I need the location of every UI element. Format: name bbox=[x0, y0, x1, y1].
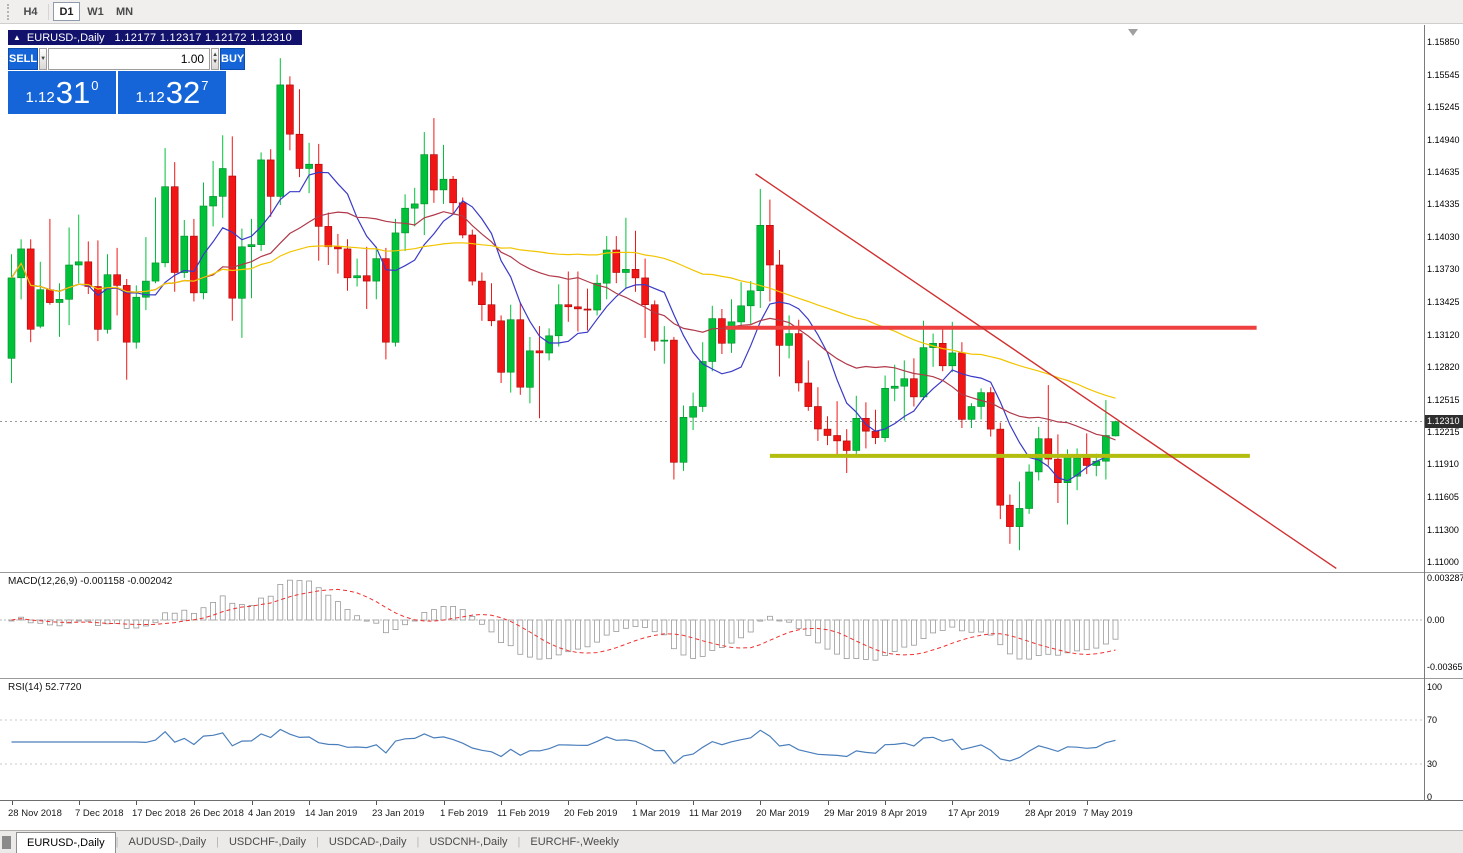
volume-input[interactable] bbox=[48, 48, 211, 70]
macd-label: MACD(12,26,9) -0.001158 -0.002042 bbox=[8, 576, 173, 587]
toolbar-separator bbox=[48, 3, 49, 20]
timeframe-w1-button[interactable]: W1 bbox=[87, 5, 104, 18]
volume-spinner[interactable]: ▲ ▼ bbox=[211, 48, 220, 70]
volume-dropdown-button[interactable]: ▼ bbox=[39, 48, 48, 70]
ask-prefix: 1.12 bbox=[135, 89, 165, 106]
price-scale[interactable] bbox=[1425, 25, 1463, 800]
rsi-label: RSI(14) 52.7720 bbox=[8, 682, 82, 693]
one-click-trading-panel: SELL ▼ ▲ ▼ BUY 1.12 31 0 1.12 32 7 bbox=[8, 48, 246, 114]
chart-tabs-bar: EURUSD-,Daily | AUDUSD-,Daily | USDCHF-,… bbox=[0, 830, 1463, 853]
price-scale-border bbox=[1424, 25, 1425, 801]
toolbar-drag-handle[interactable] bbox=[7, 3, 12, 20]
timeframe-toolbar: H4 D1 W1 MN bbox=[0, 0, 1463, 24]
tab-separator: | bbox=[216, 836, 219, 848]
symbol-title: EURUSD-,Daily bbox=[26, 31, 105, 44]
symbol-ohlc-values: 1.12177 1.12317 1.12172 1.12310 bbox=[114, 31, 293, 44]
tab-eurusd-daily[interactable]: EURUSD-,Daily bbox=[16, 832, 116, 853]
tab-separator: | bbox=[517, 836, 521, 848]
timeframe-h4-button[interactable]: H4 bbox=[23, 5, 38, 18]
rsi-panel-separator[interactable] bbox=[0, 678, 1463, 679]
time-axis-separator bbox=[0, 800, 1463, 801]
macd-panel-separator[interactable] bbox=[0, 572, 1463, 573]
tab-scroll-button[interactable] bbox=[2, 835, 11, 849]
sell-button[interactable]: SELL bbox=[8, 48, 39, 70]
macd-panel-area[interactable] bbox=[0, 573, 1424, 677]
ask-price-display[interactable]: 1.12 32 7 bbox=[118, 71, 226, 114]
tab-usdcnh-daily[interactable]: USDCNH-,Daily bbox=[429, 836, 508, 848]
bid-pipette: 0 bbox=[91, 78, 99, 93]
tab-usdcad-daily[interactable]: USDCAD-,Daily bbox=[328, 836, 407, 848]
rsi-panel-area[interactable] bbox=[0, 679, 1424, 800]
timeframe-d1-button[interactable]: D1 bbox=[53, 2, 80, 21]
ask-pipette: 7 bbox=[201, 78, 209, 93]
symbol-info-bar: ▲ EURUSD-,Daily 1.12177 1.12317 1.12172 … bbox=[8, 30, 303, 45]
tab-separator: | bbox=[315, 836, 319, 848]
chevron-down-icon: ▼ bbox=[40, 55, 47, 62]
spinner-down-icon: ▼ bbox=[212, 59, 219, 65]
bid-big-digits: 31 bbox=[55, 74, 91, 110]
timeframe-mn-button[interactable]: MN bbox=[115, 5, 134, 18]
tab-separator: | bbox=[416, 836, 420, 848]
tab-separator: | bbox=[115, 836, 119, 848]
spinner-up-icon: ▲ bbox=[212, 52, 219, 58]
buy-button[interactable]: BUY bbox=[220, 48, 246, 70]
bid-prefix: 1.12 bbox=[25, 89, 55, 106]
tab-usdchf-daily[interactable]: USDCHF-,Daily bbox=[228, 836, 306, 848]
bid-price-display[interactable]: 1.12 31 0 bbox=[8, 71, 116, 114]
time-scale[interactable] bbox=[0, 800, 1424, 828]
tab-eurchf-weekly[interactable]: EURCHF-,Weekly bbox=[530, 836, 619, 848]
ask-big-digits: 32 bbox=[165, 74, 201, 110]
collapse-trade-panel-icon[interactable]: ▲ bbox=[13, 33, 21, 42]
current-price-badge: 1.12310 bbox=[1425, 415, 1463, 428]
tab-audusd-daily[interactable]: AUDUSD-,Daily bbox=[128, 836, 207, 848]
